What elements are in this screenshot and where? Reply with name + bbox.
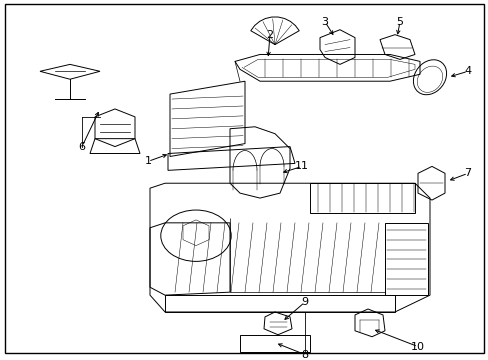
Text: 11: 11 (294, 161, 308, 171)
Text: 4: 4 (464, 66, 470, 76)
Text: 10: 10 (410, 342, 424, 352)
Text: 2: 2 (266, 30, 273, 40)
Text: 1: 1 (144, 157, 151, 166)
Text: 9: 9 (301, 297, 308, 307)
Text: 5: 5 (396, 17, 403, 27)
Text: 7: 7 (464, 168, 470, 178)
Text: 3: 3 (321, 17, 328, 27)
Text: 8: 8 (301, 350, 308, 360)
Text: 6: 6 (79, 141, 85, 152)
